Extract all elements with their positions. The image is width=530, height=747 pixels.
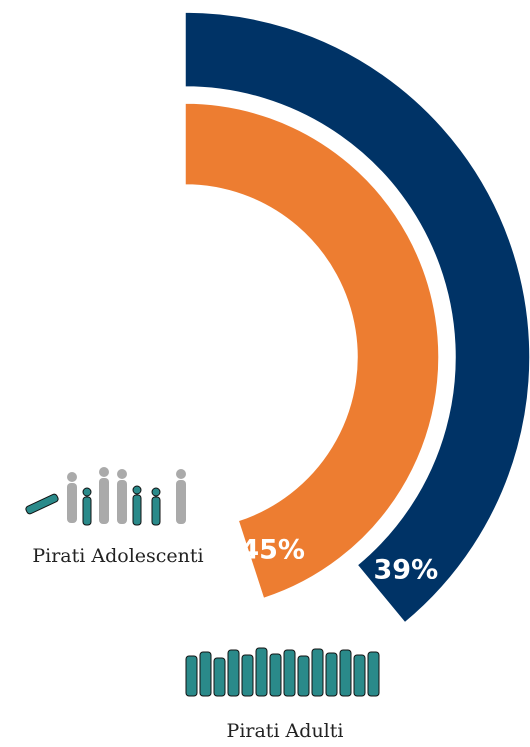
- category-label: Pirati Adulti: [227, 720, 344, 742]
- adult-icon: [185, 647, 380, 697]
- value-label: 45%: [240, 535, 305, 566]
- category-label: Pirati Adolescenti: [32, 545, 203, 567]
- teen-icon: [25, 467, 186, 526]
- bar: [184, 102, 440, 600]
- arcs: [184, 11, 530, 624]
- bar: [184, 11, 530, 624]
- value-label: 39%: [374, 554, 439, 585]
